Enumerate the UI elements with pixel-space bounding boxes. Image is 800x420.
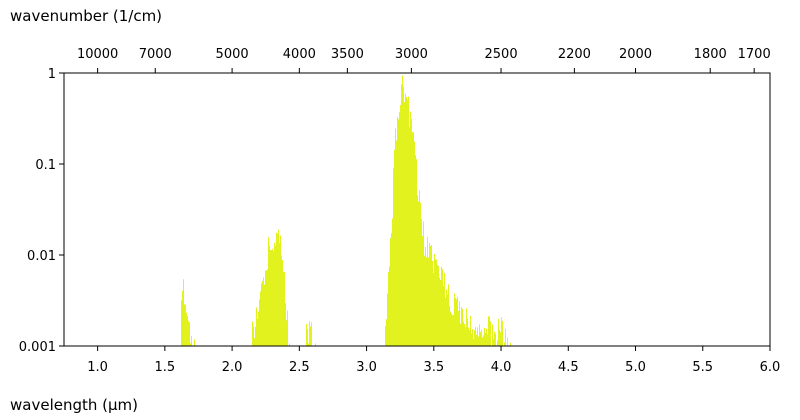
x2-tick-label: 3500 — [331, 47, 364, 62]
x-tick-label: 4.0 — [491, 360, 512, 375]
y-tick-label: 0.001 — [19, 340, 56, 355]
x2-tick-label: 5000 — [216, 47, 249, 62]
x2-tick-label: 7000 — [139, 47, 172, 62]
x-tick-label: 3.0 — [356, 360, 377, 375]
x-tick-label: 2.5 — [289, 360, 310, 375]
x2-tick-label: 3000 — [395, 47, 428, 62]
x-tick-label: 1.5 — [155, 360, 176, 375]
x-tick-label: 6.0 — [760, 360, 781, 375]
x2-tick-label: 10000 — [77, 47, 118, 62]
x-tick-label: 5.5 — [692, 360, 713, 375]
x-tick-label: 1.0 — [87, 360, 108, 375]
x2-tick-label: 4000 — [283, 47, 316, 62]
x2-tick-label: 2000 — [619, 47, 652, 62]
x2-tick-label: 2500 — [485, 47, 518, 62]
x2-tick-label: 1700 — [738, 47, 771, 62]
y-tick-label: 0.01 — [27, 249, 56, 264]
x-tick-label: 4.5 — [558, 360, 579, 375]
x-tick-label: 5.0 — [625, 360, 646, 375]
x-tick-label: 2.0 — [222, 360, 243, 375]
y-tick-label: 0.1 — [35, 158, 56, 173]
x-tick-label: 3.5 — [423, 360, 444, 375]
plot-frame — [63, 72, 771, 347]
spectrum-bars — [181, 75, 511, 346]
x2-tick-label: 1800 — [694, 47, 727, 62]
x2-tick-label: 2200 — [558, 47, 591, 62]
top-axis-title: wavenumber (1/cm) — [10, 7, 162, 25]
bottom-axis-title: wavelength (µm) — [10, 396, 138, 414]
y-tick-label: 1 — [48, 67, 56, 82]
axis-ticks: 1.0 1.5 2.0 2.5 3.0 3.5 4.0 4.5 5.0 5.5 6.0 10000 70… — [19, 47, 781, 375]
